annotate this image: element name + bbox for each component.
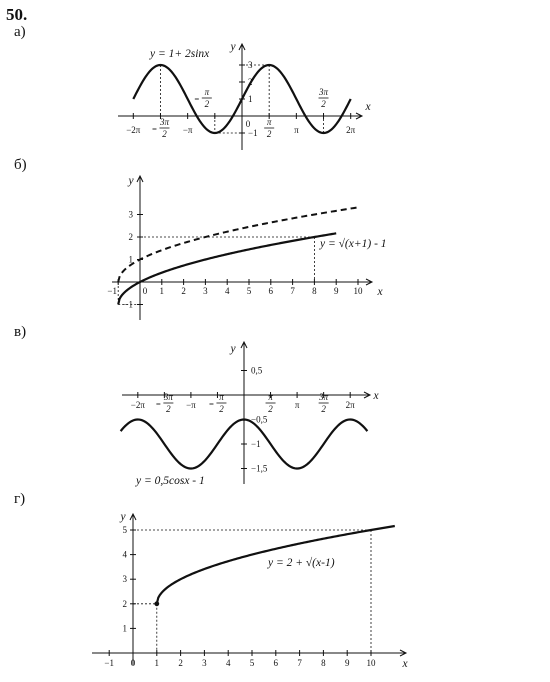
- b-y-arrow: [136, 174, 144, 183]
- c-x-tick-label-num: π: [219, 392, 224, 402]
- c-y-axis-label: y: [229, 343, 236, 355]
- d-x-tick-label: 7: [297, 658, 302, 668]
- d-curve: [155, 524, 395, 605]
- a-x-axis-label: x: [364, 101, 371, 113]
- d-y-tick-label: 1: [123, 623, 128, 633]
- d-x-tick-label: 5: [250, 658, 255, 668]
- d-y-tick-label: 2: [123, 599, 128, 609]
- d-x-tick-label: 2: [178, 658, 183, 668]
- a-x-tick-label-num: 3π: [159, 117, 170, 127]
- c-x-tick-label-num: π: [268, 392, 273, 402]
- part-label-c: в): [14, 324, 27, 340]
- a-y-tick-label: −1: [248, 128, 258, 138]
- c-x-tick-label: π: [295, 400, 300, 410]
- c-y-tick-label: −0,5: [251, 415, 268, 425]
- d-x-tick-label: 6: [274, 658, 279, 668]
- a-equation: y = 1+ 2sinx: [149, 48, 210, 60]
- b-y-tick-label: 3: [129, 210, 134, 220]
- d-x-tick-label: −1: [104, 658, 114, 668]
- c-x-arrow: [363, 391, 372, 399]
- a-y-tick-label: 3: [248, 60, 253, 70]
- b-y-tick-label: 2: [129, 232, 134, 242]
- b-dashed-curve: [117, 206, 359, 283]
- b-x-tick-label: 4: [225, 286, 230, 296]
- a-x-tick-label-num: π: [267, 117, 272, 127]
- a-y-axis-label: y: [229, 41, 236, 53]
- part-label-b: б): [14, 157, 27, 173]
- b-equation: y = √(x+1) - 1: [319, 237, 387, 250]
- a-x-tick-label-den: 2: [321, 99, 326, 109]
- a-curve: [132, 63, 352, 135]
- d-x-arrow: [399, 649, 408, 657]
- c-x-tick-label-num: 3π: [163, 392, 174, 402]
- c-x-tick-label-den: 2: [268, 404, 273, 414]
- d-x-axis-label: x: [401, 658, 408, 670]
- b-x-tick-label: 5: [247, 286, 252, 296]
- b-y-tick-label: 1: [129, 255, 134, 265]
- part-label-d: г): [14, 491, 26, 507]
- b-y-axis-label: y: [127, 175, 134, 187]
- d-equation: y = 2 + √(x-1): [267, 556, 335, 569]
- b-x-tick-label: 3: [203, 286, 208, 296]
- d-x-tick-label: 0: [131, 658, 136, 668]
- d-y-tick-label: 3: [123, 574, 128, 584]
- part-label-a: а): [14, 24, 26, 40]
- b-x-tick-label: 8: [312, 286, 317, 296]
- b-x-tick-label: 7: [290, 286, 295, 296]
- d-y-arrow: [129, 512, 137, 521]
- d-x-tick-label: 8: [321, 658, 326, 668]
- b-x-tick-label: 6: [269, 286, 274, 296]
- c-x-axis-label: x: [372, 390, 379, 402]
- c-x-tick-label: −π: [186, 400, 196, 410]
- a-y-arrow: [238, 42, 246, 51]
- b-x-arrow: [365, 278, 374, 286]
- a-x-tick-label: π: [294, 125, 299, 135]
- c-y-arrow: [240, 340, 248, 349]
- b-x-tick-label: 0: [143, 286, 148, 296]
- d-x-tick-label: 4: [226, 658, 231, 668]
- a-x-arrow: [355, 112, 364, 120]
- c-x-tick-label-num: 3π: [318, 392, 329, 402]
- b-y-tick-label: −1: [123, 300, 133, 310]
- d-y-axis-label: y: [119, 511, 126, 523]
- a-x-tick-label: 0: [246, 119, 251, 129]
- a-x-tick-label-den: 2: [267, 129, 272, 139]
- c-equation: y = 0,5cosx - 1: [135, 475, 205, 487]
- c-x-tick-label-den: 2: [321, 404, 326, 414]
- a-x-tick-label: 2π: [346, 125, 356, 135]
- d-x-tick-label: 10: [367, 658, 377, 668]
- c-y-tick-label: −1,5: [251, 464, 268, 474]
- problem-number: 50.: [6, 5, 28, 24]
- b-x-tick-label: 2: [181, 286, 186, 296]
- c-x-tick-label: 2π: [346, 400, 356, 410]
- c-y-tick-label: −1: [251, 439, 261, 449]
- a-x-tick-label-den: 2: [162, 129, 167, 139]
- d-x-tick-label: 3: [202, 658, 207, 668]
- d-x-tick-label: 9: [345, 658, 350, 668]
- d-y-tick-label: 4: [123, 550, 128, 560]
- b-x-tick-label: −1: [107, 286, 117, 296]
- b-curve: [117, 232, 337, 305]
- c-curve: [119, 418, 369, 470]
- a-x-tick-label-den: 2: [205, 99, 210, 109]
- c-x-tick-label-den: 2: [219, 404, 224, 414]
- c-x-tick-label: −2π: [131, 400, 146, 410]
- a-x-tick-label: −π: [183, 125, 193, 135]
- a-x-tick-label-num: 3π: [318, 87, 329, 97]
- c-x-tick-label-den: 2: [166, 404, 171, 414]
- b-x-axis-label: x: [376, 286, 383, 298]
- b-x-tick-label: 10: [354, 286, 364, 296]
- b-x-tick-label: 1: [160, 286, 165, 296]
- a-x-tick-label-num: π: [205, 87, 210, 97]
- b-x-tick-label: 9: [334, 286, 339, 296]
- a-x-tick-label: −2π: [126, 125, 141, 135]
- c-y-tick-label: 0,5: [251, 366, 263, 376]
- a-y-tick-label: 1: [248, 94, 253, 104]
- d-y-tick-label: 5: [123, 525, 128, 535]
- d-x-tick-label: 1: [155, 658, 160, 668]
